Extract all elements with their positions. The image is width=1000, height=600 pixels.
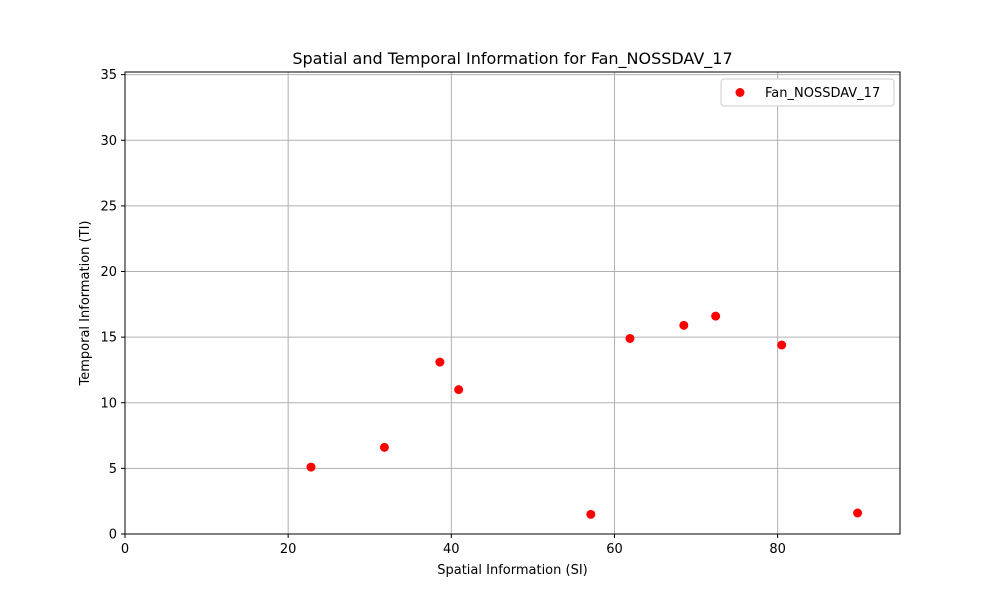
data-point bbox=[435, 357, 445, 367]
data-point bbox=[711, 311, 721, 321]
x-tick-label: 60 bbox=[606, 542, 623, 557]
data-point bbox=[625, 333, 635, 343]
y-axis-ticks: 0 5 10 15 20 25 30 35 bbox=[100, 68, 125, 543]
x-axis-ticks: 0 20 40 60 80 bbox=[121, 534, 786, 557]
data-point bbox=[777, 340, 787, 350]
y-tick-label: 10 bbox=[100, 396, 117, 411]
legend: Fan_NOSSDAV_17 bbox=[720, 78, 895, 107]
data-point bbox=[379, 442, 389, 452]
x-tick-label: 40 bbox=[443, 542, 460, 557]
y-tick-label: 15 bbox=[100, 331, 117, 346]
legend-marker bbox=[735, 88, 745, 97]
data-points bbox=[306, 311, 863, 519]
data-point bbox=[306, 462, 316, 472]
x-axis-label: Spatial Information (SI) bbox=[437, 563, 588, 578]
data-point bbox=[679, 320, 689, 330]
x-tick-label: 80 bbox=[769, 542, 786, 557]
x-tick-label: 0 bbox=[121, 542, 129, 557]
data-point bbox=[586, 509, 596, 519]
grid bbox=[124, 72, 900, 535]
y-tick-label: 0 bbox=[109, 528, 117, 543]
legend-label: Fan_NOSSDAV_17 bbox=[765, 86, 880, 101]
y-tick-label: 35 bbox=[100, 68, 117, 83]
data-point bbox=[853, 508, 863, 518]
chart-title: Spatial and Temporal Information for Fan… bbox=[292, 49, 732, 69]
y-tick-label: 30 bbox=[100, 134, 117, 149]
y-axis-label: Temporal Information (TI) bbox=[78, 221, 93, 387]
y-tick-label: 25 bbox=[100, 199, 117, 214]
plot-frame bbox=[124, 71, 901, 535]
x-tick-label: 20 bbox=[280, 542, 297, 557]
data-point bbox=[454, 385, 464, 395]
y-tick-label: 5 bbox=[109, 462, 117, 477]
y-tick-label: 20 bbox=[100, 265, 117, 280]
legend-box bbox=[720, 78, 895, 107]
